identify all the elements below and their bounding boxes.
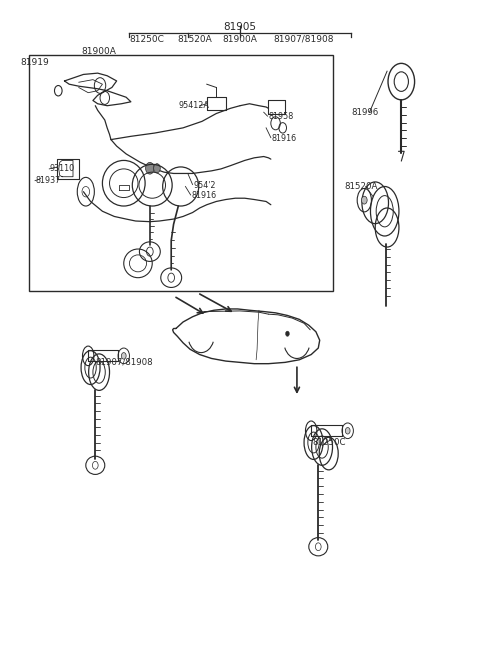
Text: 81900A: 81900A <box>222 35 257 44</box>
Text: 81916: 81916 <box>192 191 217 200</box>
Text: 81520A: 81520A <box>344 182 378 191</box>
Circle shape <box>145 162 154 174</box>
Text: 954'2: 954'2 <box>193 181 216 190</box>
Circle shape <box>121 353 126 359</box>
Circle shape <box>345 428 350 434</box>
Text: 81907/81908: 81907/81908 <box>96 358 153 367</box>
Circle shape <box>394 72 408 91</box>
Circle shape <box>286 331 289 336</box>
Text: 81958: 81958 <box>268 112 294 122</box>
Circle shape <box>361 196 367 204</box>
Text: 95412A: 95412A <box>179 101 209 110</box>
Text: 81905: 81905 <box>224 22 256 32</box>
Text: 81916: 81916 <box>272 134 297 143</box>
Text: 81520A: 81520A <box>177 35 212 44</box>
Text: 81250C: 81250C <box>312 438 346 447</box>
Text: 81900A: 81900A <box>81 47 116 56</box>
Text: 81937: 81937 <box>35 176 60 185</box>
Text: 81996: 81996 <box>351 108 379 117</box>
Text: 81250C: 81250C <box>130 35 164 44</box>
Text: 81907/81908: 81907/81908 <box>273 35 334 44</box>
Text: 93110: 93110 <box>49 164 74 173</box>
Bar <box>29 55 333 290</box>
Text: 81919: 81919 <box>21 58 49 67</box>
Circle shape <box>154 164 160 173</box>
